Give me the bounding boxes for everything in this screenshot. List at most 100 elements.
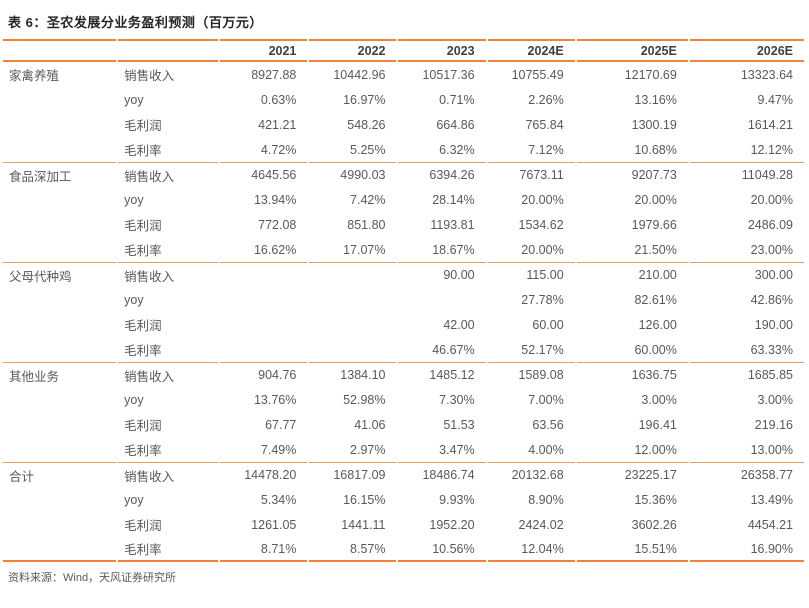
value-cell: 1952.20 (429, 517, 475, 532)
metric-label-cell: 毛利率 (124, 244, 162, 258)
year-header-row: 2021 2022 2023 2024E 2025E 2026E (3, 39, 804, 62)
value-cell: 8.57% (309, 537, 397, 562)
value-cell: 904.76 (220, 362, 308, 387)
group-label-cell (3, 287, 116, 312)
group-label-cell (3, 187, 116, 212)
group-label-cell (3, 337, 116, 362)
value-cell: 6.32% (439, 142, 475, 157)
value-cell: 4454.21 (747, 517, 793, 532)
value-cell: 2486.09 (747, 217, 793, 232)
value-cell: 4.00% (528, 442, 564, 457)
year-header: 2022 (309, 39, 397, 62)
value-cell: 9207.73 (576, 162, 688, 187)
value-cell: 6394.26 (398, 162, 486, 187)
value-cell: 765.84 (525, 117, 564, 132)
value-cell: 14478.20 (220, 462, 308, 487)
value-cell (309, 262, 397, 287)
metric-header-cell (118, 39, 219, 62)
group-label-cell (3, 437, 116, 462)
value-cell: 421.21 (258, 117, 297, 132)
value-cell: 2424.02 (518, 517, 564, 532)
group-label-cell (3, 237, 116, 262)
value-cell: 1193.81 (430, 217, 475, 232)
table-row: 家禽养殖 销售收入 8927.88 10442.96 10517.36 10755.49 1… (3, 62, 804, 87)
value-cell: 9.47% (757, 92, 793, 107)
group-label-cell (3, 137, 116, 162)
table-row: 毛利润 1261.05 1441.11 1952.20 2424.02 3602.26 44… (3, 512, 804, 537)
metric-label-cell: 销售收入 (118, 362, 219, 387)
value-cell: 60.00% (634, 342, 677, 357)
value-cell: 7.12% (528, 142, 564, 157)
value-cell: 548.26 (347, 117, 386, 132)
group-label-cell (3, 112, 116, 137)
table-row: 毛利率 4.72% 5.25% 6.32% 7.12% 10.68% 12.12% (3, 137, 804, 162)
table-row: 毛利率 7.49% 2.97% 3.47% 4.00% 12.00% 13.00% (3, 437, 804, 462)
group-label-cell (3, 412, 116, 437)
metric-label-cell: 毛利率 (124, 144, 162, 158)
value-cell: 219.16 (754, 417, 793, 432)
value-cell: 20132.68 (487, 462, 575, 487)
value-cell: 16817.09 (309, 462, 397, 487)
value-cell: 63.33% (750, 342, 793, 357)
table-row: 父母代种鸡 销售收入 90.00 115.00 210.00 300.00 (3, 262, 804, 287)
value-cell: 1384.10 (309, 362, 397, 387)
value-cell: 18486.74 (398, 462, 486, 487)
year-header: 2021 (220, 39, 308, 62)
table-row: yoy 5.34% 16.15% 9.93% 8.90% 15.36% 13.49% (3, 487, 804, 512)
value-cell: 21.50% (634, 242, 677, 257)
group-label-cell (3, 487, 116, 512)
metric-label-cell: yoy (124, 192, 144, 207)
table-row: 毛利润 421.21 548.26 664.86 765.84 1300.19 1614.2… (3, 112, 804, 137)
value-cell: 7673.11 (487, 162, 575, 187)
metric-label-cell: 毛利率 (124, 444, 162, 458)
metric-label-cell: 销售收入 (124, 69, 175, 83)
value-cell: 1534.62 (518, 217, 564, 232)
value-cell: 27.78% (521, 292, 564, 307)
table-row: yoy 13.76% 52.98% 7.30% 7.00% 3.00% 3.00% (3, 387, 804, 412)
value-cell: 63.56 (532, 417, 564, 432)
value-cell: 67.77 (265, 417, 297, 432)
value-cell: 1614.21 (747, 117, 793, 132)
table-row: yoy 13.94% 7.42% 28.14% 20.00% 20.00% 20.00% (3, 187, 804, 212)
table-row: yoy 0.63% 16.97% 0.71% 2.26% 13.16% 9.47% (3, 87, 804, 112)
group-label-cell (3, 312, 116, 337)
table-row: 合计 销售收入 14478.20 16817.09 18486.74 20132.68 23… (3, 462, 804, 487)
value-cell: 126.00 (638, 317, 677, 332)
table-row: 毛利润 42.00 60.00 126.00 190.00 (3, 312, 804, 337)
value-cell: 2.26% (528, 92, 564, 107)
value-cell: 7.00% (528, 392, 564, 407)
group-header-cell (3, 39, 117, 62)
value-cell: 18.67% (432, 242, 475, 257)
value-cell: 16.15% (343, 492, 386, 507)
value-cell: 115.00 (487, 262, 575, 287)
value-cell: 1685.85 (689, 362, 804, 387)
table-row: 毛利率 8.71% 8.57% 10.56% 12.04% 15.51% 16.90% (3, 537, 804, 562)
value-cell: 26358.77 (689, 462, 804, 487)
value-cell: 13.76% (253, 392, 297, 407)
metric-label-cell: yoy (124, 292, 144, 307)
table-title: 表 6：圣农发展分业务盈利预测（百万元） (8, 15, 263, 30)
value-cell (309, 337, 396, 362)
metric-label-cell: 销售收入 (118, 462, 219, 487)
group-label-cell (3, 87, 116, 112)
group-label-cell (3, 512, 116, 537)
value-cell (220, 287, 307, 312)
profit-forecast-table: 2021 2022 2023 2024E 2025E 2026E 家禽养殖 销售收入 8927… (1, 39, 806, 562)
value-cell: 10755.49 (511, 67, 564, 82)
value-cell: 42.86% (750, 292, 793, 307)
metric-label-cell: yoy (124, 92, 144, 107)
value-cell (220, 262, 308, 287)
year-header: 2026E (689, 39, 804, 62)
metric-label-cell: 销售收入 (118, 162, 219, 187)
value-cell: 20.00% (750, 192, 793, 207)
value-cell: 52.98% (343, 392, 386, 407)
value-cell (398, 287, 485, 312)
metric-label-cell: 毛利率 (118, 537, 219, 562)
value-cell: 20.00% (521, 192, 564, 207)
value-cell: 12170.69 (624, 67, 677, 82)
value-cell: 3.00% (641, 392, 677, 407)
value-cell: 190.00 (754, 317, 793, 332)
metric-label-cell: yoy (124, 392, 144, 407)
table-row: yoy 27.78% 82.61% 42.86% (3, 287, 804, 312)
value-cell: 8.71% (220, 537, 308, 562)
